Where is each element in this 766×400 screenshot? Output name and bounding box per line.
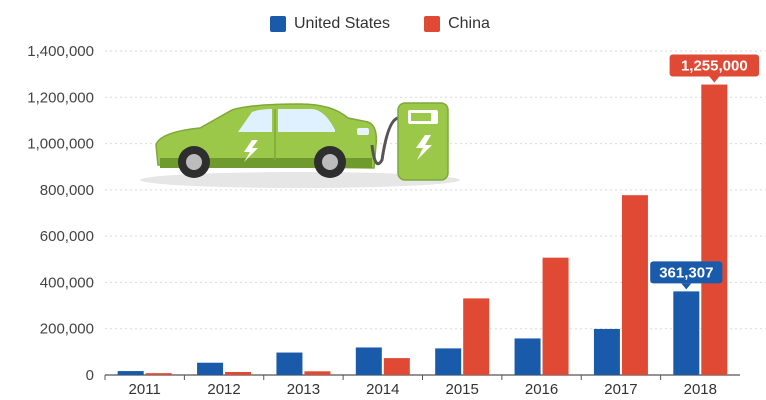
bar-united-states-2012 bbox=[197, 362, 224, 375]
legend-swatch-china bbox=[424, 16, 441, 32]
data-label-box-china bbox=[669, 54, 760, 77]
y-tick-label: 1,400,000 bbox=[27, 43, 94, 60]
x-tick-label: 2017 bbox=[604, 381, 637, 398]
y-tick-label: 1,000,000 bbox=[27, 136, 94, 153]
bar-china-2012 bbox=[225, 371, 252, 375]
x-tick-label: 2015 bbox=[446, 381, 479, 398]
data-label-box-united-states bbox=[650, 261, 723, 284]
y-tick-label: 1,200,000 bbox=[27, 89, 94, 106]
bar-united-states-2017 bbox=[593, 328, 620, 375]
electric-car-charging-icon bbox=[140, 102, 460, 188]
legend-label-united-states: United States bbox=[294, 15, 391, 32]
bar-united-states-2013 bbox=[276, 352, 303, 375]
x-axis: 2011 2012 2013 2014 2015 2016 2017 2018 bbox=[104, 375, 717, 398]
bars bbox=[117, 84, 728, 376]
x-tick-label: 2018 bbox=[684, 381, 717, 398]
bar-united-states-2011 bbox=[117, 371, 144, 375]
bar-united-states-2018 bbox=[673, 291, 700, 375]
y-tick-label: 0 bbox=[86, 367, 94, 384]
legend-label-china: China bbox=[448, 15, 490, 32]
grid-lines bbox=[105, 50, 766, 376]
x-tick-label: 2013 bbox=[287, 381, 320, 398]
legend-item-united-states: United States bbox=[270, 15, 390, 33]
y-tick-label: 600,000 bbox=[40, 228, 94, 245]
bar-united-states-2015 bbox=[435, 348, 462, 375]
legend-swatch-united-states bbox=[270, 16, 286, 32]
x-tick-label: 2014 bbox=[366, 381, 399, 398]
y-tick-label: 800,000 bbox=[40, 182, 94, 199]
bar-china-2011 bbox=[145, 373, 172, 375]
data-label-china: 1,255,000 bbox=[681, 58, 748, 75]
y-axis: 0 200,000 400,000 600,000 800,000 1,000,000 1,… bbox=[27, 43, 94, 384]
data-label-united-states: 361,307 bbox=[659, 264, 713, 281]
y-tick-label: 200,000 bbox=[40, 321, 94, 338]
bar-china-2015 bbox=[463, 298, 490, 375]
bar-china-2016 bbox=[542, 257, 569, 375]
data-label-pointer bbox=[681, 283, 692, 290]
x-tick-label: 2016 bbox=[525, 381, 558, 398]
x-tick-label: 2011 bbox=[129, 381, 161, 398]
bar-china-2017 bbox=[621, 195, 648, 375]
bar-united-states-2014 bbox=[355, 347, 382, 375]
bar-china-2013 bbox=[304, 371, 331, 375]
legend-item-china: China bbox=[424, 15, 490, 33]
bar-china-2018 bbox=[701, 84, 728, 376]
x-tick-label: 2012 bbox=[207, 381, 240, 398]
bar-united-states-2016 bbox=[514, 338, 541, 375]
bar-china-2014 bbox=[383, 358, 410, 375]
data-labels: 361,307 1,255,000 bbox=[650, 54, 760, 290]
y-tick-label: 400,000 bbox=[40, 274, 94, 291]
data-label-pointer bbox=[709, 76, 720, 83]
legend: United States China bbox=[270, 15, 490, 33]
